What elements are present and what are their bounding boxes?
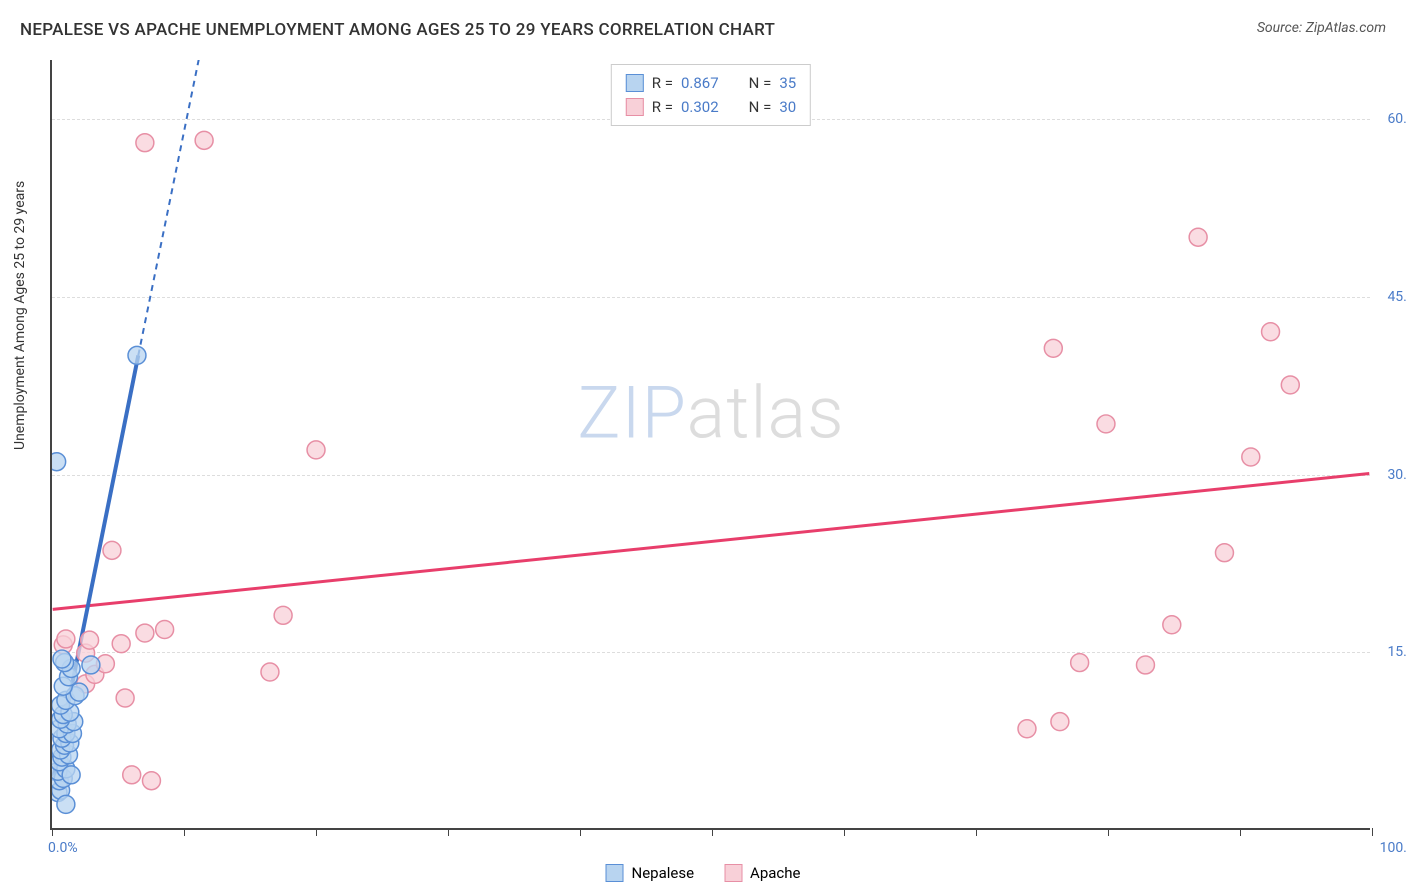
- legend-n-label: N =: [749, 71, 772, 95]
- x-tick: [1240, 828, 1241, 836]
- nepalese-point: [62, 766, 80, 784]
- apache-point: [261, 663, 279, 681]
- x-tick: [52, 828, 53, 836]
- legend-n-value: 30: [779, 95, 796, 119]
- legend-swatch: [626, 74, 644, 92]
- apache-point: [136, 134, 154, 152]
- legend-r-label: R =: [652, 71, 673, 95]
- apache-point: [1189, 228, 1207, 246]
- x-tick: [1372, 828, 1373, 836]
- trend-line: [53, 474, 1370, 610]
- legend-row: R = 0.867 N = 35: [626, 71, 796, 95]
- y-axis-label: Unemployment Among Ages 25 to 29 years: [12, 181, 28, 450]
- x-tick: [316, 828, 317, 836]
- x-tick: [184, 828, 185, 836]
- source-attribution: Source: ZipAtlas.com: [1257, 20, 1386, 36]
- nepalese-point: [128, 346, 146, 364]
- apache-point: [1281, 376, 1299, 394]
- x-tick: [1108, 828, 1109, 836]
- apache-point: [123, 766, 141, 784]
- apache-point: [195, 131, 213, 149]
- legend-swatch: [606, 864, 624, 882]
- apache-point: [1018, 720, 1036, 738]
- legend-item: Nepalese: [606, 864, 695, 882]
- apache-point: [136, 624, 154, 642]
- legend-row: R = 0.302 N = 30: [626, 95, 796, 119]
- apache-point: [1215, 544, 1233, 562]
- apache-point: [103, 541, 121, 559]
- apache-point: [1071, 654, 1089, 672]
- legend-r-label: R =: [652, 95, 673, 119]
- chart-canvas: [52, 60, 1370, 828]
- apache-point: [1262, 323, 1280, 341]
- apache-point: [142, 772, 160, 790]
- apache-point: [1242, 448, 1260, 466]
- y-tick-label: 15.0%: [1387, 644, 1406, 660]
- legend-label: Nepalese: [632, 864, 695, 882]
- legend-label: Apache: [750, 864, 800, 882]
- apache-point: [57, 630, 75, 648]
- legend-swatch: [626, 98, 644, 116]
- nepalese-point: [57, 795, 75, 813]
- apache-point: [1163, 616, 1181, 634]
- nepalese-point: [53, 650, 71, 668]
- apache-point: [156, 621, 174, 639]
- apache-point: [116, 689, 134, 707]
- legend-correlation: R = 0.867 N = 35 R = 0.302 N = 30: [611, 64, 811, 126]
- legend-r-value: 0.302: [681, 95, 719, 119]
- y-tick-label: 60.0%: [1387, 111, 1406, 127]
- legend-swatch: [724, 864, 742, 882]
- nepalese-point: [52, 453, 66, 471]
- apache-point: [307, 441, 325, 459]
- x-tick: [976, 828, 977, 836]
- apache-point: [1097, 415, 1115, 433]
- x-tick: [712, 828, 713, 836]
- legend-n-value: 35: [779, 71, 796, 95]
- apache-point: [1136, 656, 1154, 674]
- scatter-plot: ZIPatlas R = 0.867N = 35R = 0.302N = 30 …: [50, 60, 1370, 830]
- y-tick-label: 30.0%: [1387, 467, 1406, 483]
- chart-title: NEPALESE VS APACHE UNEMPLOYMENT AMONG AG…: [20, 20, 775, 40]
- legend-n-label: N =: [749, 95, 772, 119]
- legend-r-value: 0.867: [681, 71, 719, 95]
- legend-item: Apache: [724, 864, 800, 882]
- x-tick: [580, 828, 581, 836]
- x-tick-label: 0.0%: [48, 840, 78, 856]
- apache-point: [81, 631, 99, 649]
- apache-point: [1044, 339, 1062, 357]
- nepalese-point: [82, 656, 100, 674]
- y-tick-label: 45.0%: [1387, 289, 1406, 305]
- x-tick: [844, 828, 845, 836]
- trend-line: [138, 60, 210, 355]
- apache-point: [1051, 713, 1069, 731]
- apache-point: [112, 635, 130, 653]
- apache-point: [274, 606, 292, 624]
- legend-series: Nepalese Apache: [606, 864, 801, 882]
- x-tick: [448, 828, 449, 836]
- x-tick-label: 100.0%: [1380, 840, 1406, 856]
